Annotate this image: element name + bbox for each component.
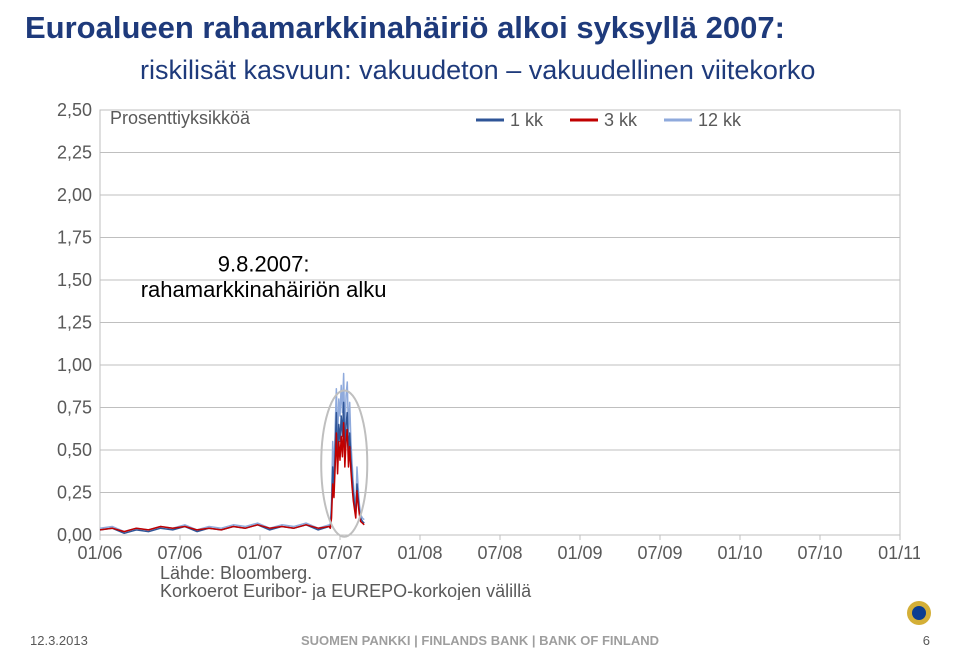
- line-chart: 0,00 0,25 0,50 0,75 1,00 1,25 1,50 1,75 2,00 2,25…: [30, 90, 920, 600]
- svg-text:01/06: 01/06: [77, 543, 122, 563]
- svg-text:0,75: 0,75: [57, 398, 92, 418]
- svg-text:01/07: 01/07: [237, 543, 282, 563]
- svg-text:2,50: 2,50: [57, 100, 92, 120]
- svg-text:07/07: 07/07: [317, 543, 362, 563]
- svg-text:1,25: 1,25: [57, 313, 92, 333]
- svg-text:0,50: 0,50: [57, 440, 92, 460]
- page-subtitle: riskilisät kasvuun: vakuudeton – vakuude…: [140, 55, 815, 86]
- svg-text:07/09: 07/09: [637, 543, 682, 563]
- svg-text:01/11: 01/11: [878, 543, 920, 563]
- svg-text:1,00: 1,00: [57, 355, 92, 375]
- svg-text:1,50: 1,50: [57, 270, 92, 290]
- svg-text:1,75: 1,75: [57, 228, 92, 248]
- svg-text:0,00: 0,00: [57, 525, 92, 545]
- svg-text:01/09: 01/09: [557, 543, 602, 563]
- svg-text:12 kk: 12 kk: [698, 110, 742, 130]
- svg-text:3 kk: 3 kk: [604, 110, 638, 130]
- bank-logo: [906, 600, 932, 626]
- svg-text:07/10: 07/10: [797, 543, 842, 563]
- svg-text:rahamarkkinahäiriön alku: rahamarkkinahäiriön alku: [141, 277, 387, 302]
- svg-text:1 kk: 1 kk: [510, 110, 544, 130]
- svg-text:07/06: 07/06: [157, 543, 202, 563]
- svg-text:0,25: 0,25: [57, 483, 92, 503]
- svg-text:07/08: 07/08: [477, 543, 522, 563]
- svg-text:Korkoerot Euribor- ja EUREPO-k: Korkoerot Euribor- ja EUREPO-korkojen vä…: [160, 581, 532, 600]
- svg-text:2,25: 2,25: [57, 143, 92, 163]
- footer-center: SUOMEN PANKKI | FINLANDS BANK | BANK OF …: [0, 633, 960, 648]
- svg-text:9.8.2007:: 9.8.2007:: [218, 252, 310, 277]
- svg-text:Lähde: Bloomberg.: Lähde: Bloomberg.: [160, 563, 312, 583]
- svg-text:01/10: 01/10: [717, 543, 762, 563]
- footer-page: 6: [923, 633, 930, 648]
- slide: Euroalueen rahamarkkinahäiriö alkoi syks…: [0, 0, 960, 666]
- svg-text:2,00: 2,00: [57, 185, 92, 205]
- page-title: Euroalueen rahamarkkinahäiriö alkoi syks…: [25, 10, 950, 46]
- svg-text:01/08: 01/08: [397, 543, 442, 563]
- svg-text:Prosenttiyksikköä: Prosenttiyksikköä: [110, 108, 251, 128]
